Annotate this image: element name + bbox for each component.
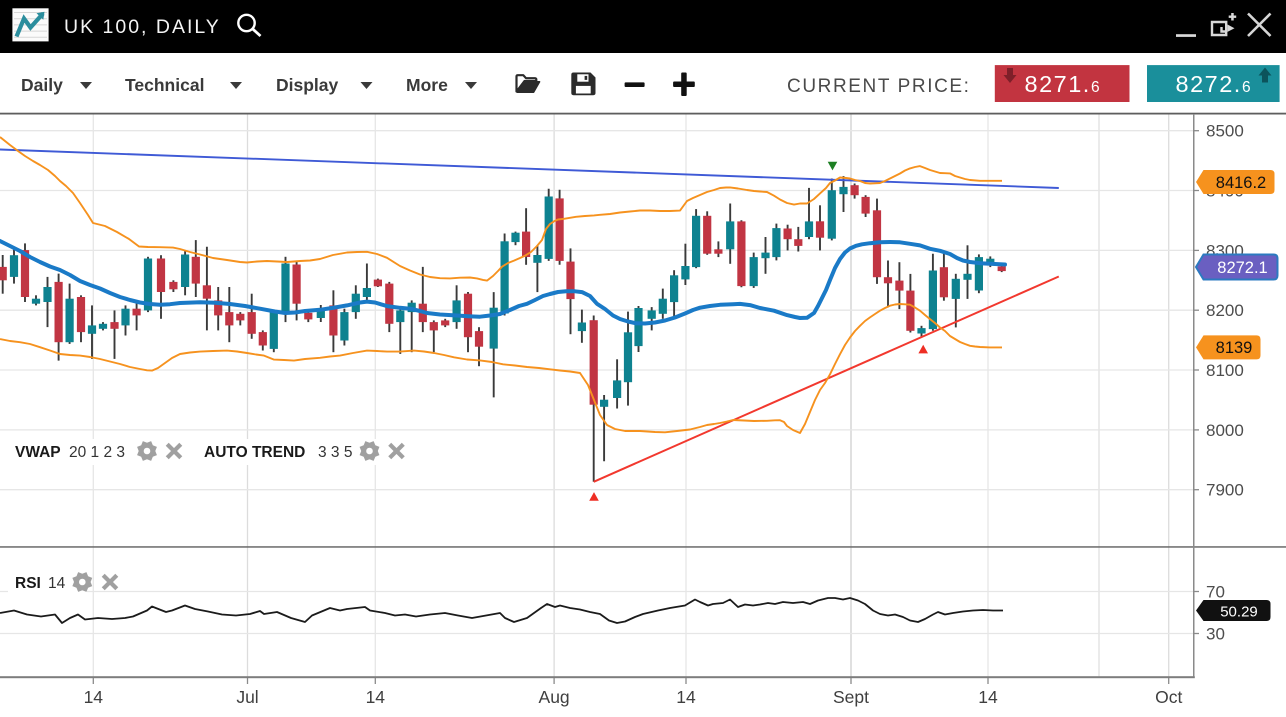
svg-text:Technical: Technical — [125, 75, 204, 95]
svg-text:8500: 8500 — [1206, 122, 1244, 141]
svg-text:30: 30 — [1206, 625, 1225, 644]
svg-text:7900: 7900 — [1206, 481, 1244, 500]
svg-text:14: 14 — [676, 687, 696, 707]
svg-text:70: 70 — [1206, 583, 1225, 602]
svg-text:6: 6 — [1091, 79, 1100, 96]
svg-text:Sept: Sept — [833, 687, 869, 707]
svg-text:AUTO TREND: AUTO TREND — [204, 444, 305, 461]
svg-text:Jul: Jul — [236, 687, 258, 707]
svg-text:20 1 2 3: 20 1 2 3 — [69, 444, 125, 461]
svg-text:8139: 8139 — [1216, 339, 1253, 357]
svg-text:8100: 8100 — [1206, 361, 1244, 380]
svg-text:3 3 5: 3 3 5 — [318, 444, 352, 461]
svg-text:VWAP: VWAP — [15, 444, 61, 461]
svg-text:CURRENT PRICE:: CURRENT PRICE: — [787, 76, 971, 97]
svg-text:RSI: RSI — [15, 575, 41, 592]
svg-text:50.29: 50.29 — [1220, 603, 1258, 620]
svg-text:8416.2: 8416.2 — [1216, 174, 1266, 192]
svg-text:8272.1: 8272.1 — [1217, 259, 1267, 277]
svg-text:8200: 8200 — [1206, 301, 1244, 320]
svg-text:Daily: Daily — [21, 75, 63, 95]
svg-text:8000: 8000 — [1206, 421, 1244, 440]
svg-text:8271.: 8271. — [1025, 71, 1091, 97]
svg-text:14: 14 — [978, 687, 998, 707]
svg-text:6: 6 — [1242, 79, 1251, 96]
svg-text:8272.: 8272. — [1176, 71, 1242, 97]
svg-text:14: 14 — [366, 687, 386, 707]
svg-text:Display: Display — [276, 75, 339, 95]
svg-text:More: More — [406, 75, 448, 95]
svg-text:14: 14 — [84, 687, 104, 707]
svg-text:Aug: Aug — [539, 687, 570, 707]
svg-text:Oct: Oct — [1155, 687, 1182, 707]
svg-text:14: 14 — [48, 575, 66, 592]
svg-text:UK 100, DAILY: UK 100, DAILY — [64, 16, 221, 38]
